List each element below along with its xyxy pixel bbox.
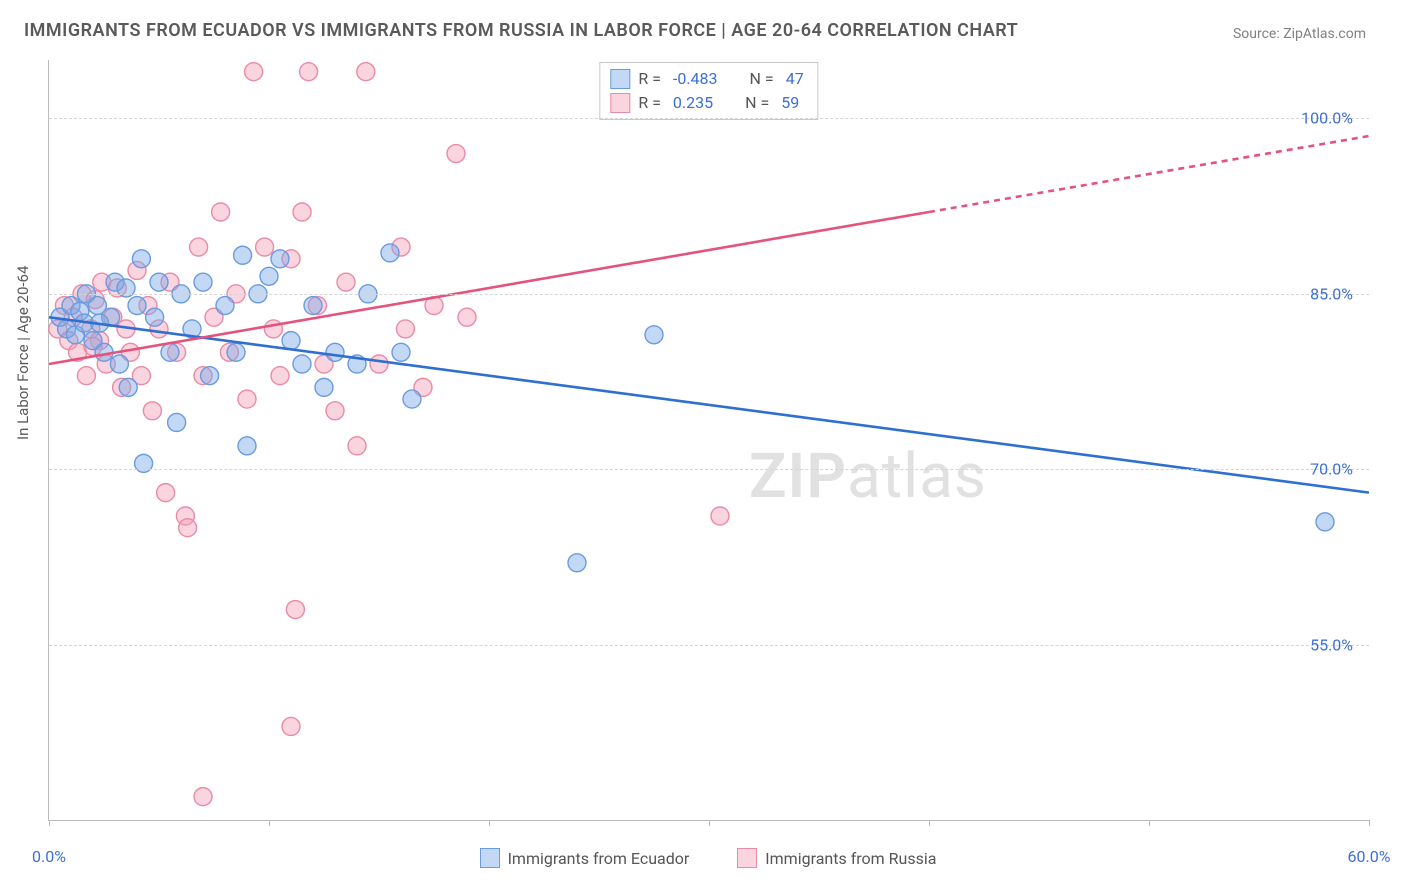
point-ecuador: [146, 308, 164, 326]
point-russia: [348, 437, 366, 455]
x-tick: [929, 820, 930, 826]
point-ecuador: [132, 250, 150, 268]
point-russia: [357, 63, 375, 81]
point-russia: [179, 519, 197, 537]
point-russia: [396, 320, 414, 338]
point-russia: [271, 367, 289, 385]
legend-series: Immigrants from Ecuador Immigrants from …: [48, 848, 1368, 872]
plot-area: ZIPatlas R = -0.483 N = 47 R = 0.235 N =…: [48, 60, 1369, 821]
point-russia: [282, 717, 300, 735]
legend-label-russia: Immigrants from Russia: [765, 849, 936, 868]
point-ecuador: [150, 273, 168, 291]
point-ecuador: [201, 367, 219, 385]
point-russia: [326, 402, 344, 420]
point-ecuador: [1316, 513, 1334, 531]
point-ecuador: [403, 390, 421, 408]
chart-title: IMMIGRANTS FROM ECUADOR VS IMMIGRANTS FR…: [24, 20, 1018, 41]
x-tick: [1369, 820, 1370, 826]
point-russia: [447, 145, 465, 163]
x-tick: [489, 820, 490, 826]
point-russia: [212, 203, 230, 221]
point-russia: [77, 367, 95, 385]
point-ecuador: [168, 413, 186, 431]
point-russia: [157, 484, 175, 502]
gridline-h: [49, 118, 1369, 119]
y-axis-label: In Labor Force | Age 20-64: [14, 266, 32, 440]
point-ecuador: [315, 378, 333, 396]
chart-svg: [49, 60, 1369, 820]
swatch-russia: [737, 848, 757, 868]
point-ecuador: [216, 297, 234, 315]
point-russia: [458, 308, 476, 326]
legend-item-ecuador: Immigrants from Ecuador: [480, 848, 690, 868]
point-ecuador: [645, 326, 663, 344]
point-ecuador: [381, 244, 399, 262]
point-russia: [190, 238, 208, 256]
point-russia: [238, 390, 256, 408]
y-tick-label: 85.0%: [1310, 284, 1353, 303]
point-ecuador: [119, 378, 137, 396]
y-tick-label: 70.0%: [1310, 460, 1353, 479]
point-ecuador: [293, 355, 311, 373]
point-ecuador: [260, 267, 278, 285]
point-ecuador: [568, 554, 586, 572]
y-tick-label: 55.0%: [1310, 635, 1353, 654]
x-tick: [49, 820, 50, 826]
point-russia: [370, 355, 388, 373]
swatch-ecuador: [480, 848, 500, 868]
point-ecuador: [227, 343, 245, 361]
gridline-h: [49, 294, 1369, 295]
point-ecuador: [128, 297, 146, 315]
x-tick: [1149, 820, 1150, 826]
point-ecuador: [326, 343, 344, 361]
y-tick-label: 100.0%: [1301, 109, 1353, 128]
gridline-h: [49, 645, 1369, 646]
point-russia: [337, 273, 355, 291]
point-ecuador: [282, 332, 300, 350]
point-russia: [194, 788, 212, 806]
point-ecuador: [238, 437, 256, 455]
point-russia: [256, 238, 274, 256]
point-ecuador: [110, 355, 128, 373]
point-ecuador: [161, 343, 179, 361]
point-ecuador: [304, 297, 322, 315]
legend-label-ecuador: Immigrants from Ecuador: [508, 849, 690, 868]
point-russia: [293, 203, 311, 221]
point-russia: [143, 402, 161, 420]
source-attribution: Source: ZipAtlas.com: [1233, 26, 1366, 42]
point-russia: [300, 63, 318, 81]
point-russia: [711, 507, 729, 525]
point-ecuador: [234, 246, 252, 264]
point-russia: [245, 63, 263, 81]
legend-item-russia: Immigrants from Russia: [737, 848, 936, 868]
x-tick: [709, 820, 710, 826]
gridline-h: [49, 469, 1369, 470]
regression-russia-dashed: [929, 136, 1369, 212]
point-ecuador: [194, 273, 212, 291]
x-tick: [269, 820, 270, 826]
point-russia: [264, 320, 282, 338]
point-ecuador: [271, 250, 289, 268]
point-russia: [286, 601, 304, 619]
point-ecuador: [392, 343, 410, 361]
